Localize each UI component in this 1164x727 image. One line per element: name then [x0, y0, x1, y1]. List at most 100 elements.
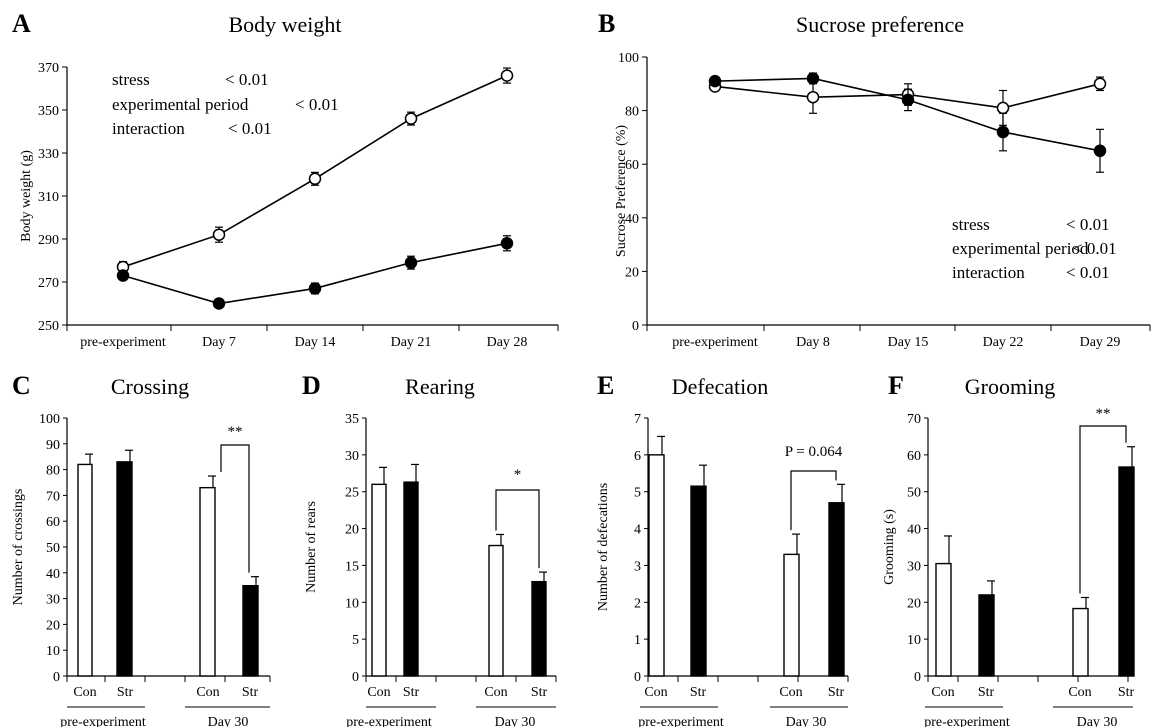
- data-point: [500, 69, 514, 82]
- x-tick-label: Str: [1118, 685, 1135, 700]
- data-point: [212, 228, 226, 241]
- group-label: pre-experiment: [638, 715, 724, 727]
- panel-f: F Grooming 0 10 20 30 40 50 60 70 Grooming (s) Con S…: [882, 371, 1135, 727]
- stat-value: < 0.01: [1066, 215, 1110, 234]
- x-tick-label: Con: [196, 685, 219, 700]
- y-tick-label: 350: [38, 104, 59, 119]
- data-point: [1093, 77, 1107, 91]
- stat-label: stress: [952, 215, 990, 234]
- x-tick-label: Con: [644, 685, 667, 700]
- y-tick-label: 0: [53, 670, 60, 685]
- data-point: [404, 112, 418, 125]
- x-tick-label: Day 28: [487, 335, 528, 350]
- x-tick-label: Day 8: [796, 335, 830, 350]
- y-tick-label: 100: [39, 412, 60, 427]
- data-point: [308, 172, 322, 186]
- x-tick-label: Con: [779, 685, 802, 700]
- y-axis-label: Sucrose Preference (%): [614, 125, 629, 257]
- y-tick-label: 15: [345, 559, 359, 574]
- y-tick-label: 60: [907, 449, 921, 464]
- bar: [116, 461, 133, 677]
- group-label: pre-experiment: [60, 715, 146, 727]
- chart-title: Sucrose preference: [796, 12, 964, 37]
- data-point: [996, 125, 1010, 139]
- y-tick-label: 20: [625, 265, 639, 280]
- y-tick-label: 10: [46, 644, 60, 659]
- y-axis-label: Grooming (s): [882, 509, 897, 585]
- y-tick-label: 100: [618, 51, 639, 66]
- data-point: [212, 297, 226, 310]
- chart-title: Crossing: [111, 374, 189, 399]
- group-label: Day 30: [208, 715, 249, 727]
- x-tick-label: Con: [931, 685, 954, 700]
- significance-bracket: [790, 470, 837, 531]
- bar: [199, 486, 216, 677]
- x-tick-label: pre-experiment: [80, 335, 166, 350]
- y-tick-label: 50: [907, 486, 921, 501]
- y-tick-label: 1: [634, 633, 641, 648]
- y-tick-label: 70: [907, 412, 921, 427]
- significance-bracket: [495, 489, 540, 569]
- y-tick-label: 310: [38, 190, 59, 205]
- data-point: [806, 72, 820, 85]
- x-tick-label: Day 15: [888, 335, 929, 350]
- significance-label: *: [514, 467, 522, 483]
- y-tick-label: 50: [46, 541, 60, 556]
- x-tick-label: Con: [1068, 685, 1091, 700]
- y-axis-label: Body weight (g): [19, 150, 34, 242]
- y-tick-label: 20: [907, 596, 921, 611]
- y-tick-label: 4: [634, 523, 641, 538]
- bar: [828, 502, 845, 677]
- x-tick-label: Day 7: [202, 335, 236, 350]
- y-tick-label: 2: [634, 596, 641, 611]
- y-tick-label: 30: [907, 559, 921, 574]
- y-axis-label: Number of rears: [304, 501, 319, 593]
- bar: [77, 463, 93, 677]
- y-tick-label: 10: [345, 596, 359, 611]
- chart-title: Body weight: [228, 12, 341, 37]
- x-tick-label: Day 21: [391, 335, 432, 350]
- y-axis-label: Number of defecations: [596, 483, 611, 611]
- bar: [531, 580, 547, 677]
- stat-value: < 0.01: [1073, 239, 1117, 258]
- y-tick-label: 40: [907, 523, 921, 538]
- data-point: [806, 90, 820, 104]
- bar: [371, 483, 387, 677]
- bar: [403, 481, 419, 677]
- y-tick-label: 5: [352, 633, 359, 648]
- panel-label: F: [888, 371, 904, 400]
- x-tick-label: Day 22: [983, 335, 1024, 350]
- panel-label: B: [598, 9, 615, 38]
- x-tick-label: Day 14: [295, 335, 336, 350]
- y-tick-label: 250: [38, 319, 59, 334]
- y-tick-label: 20: [345, 523, 359, 538]
- x-tick-label: Str: [117, 685, 134, 700]
- y-tick-label: 0: [352, 670, 359, 685]
- stat-value: < 0.01: [1066, 263, 1110, 282]
- panel-label: D: [302, 371, 321, 400]
- y-tick-label: 60: [625, 158, 639, 173]
- y-tick-label: 7: [634, 412, 641, 427]
- data-point: [1093, 144, 1107, 158]
- y-tick-label: 30: [46, 593, 60, 608]
- x-tick-label: Str: [403, 685, 420, 700]
- y-tick-label: 60: [46, 515, 60, 530]
- x-tick-label: Str: [690, 685, 707, 700]
- y-tick-label: 20: [46, 618, 60, 633]
- significance-bracket: [1079, 425, 1127, 594]
- group-label: Day 30: [495, 715, 536, 727]
- y-tick-label: 0: [914, 670, 921, 685]
- y-tick-label: 30: [345, 449, 359, 464]
- stat-label: stress: [112, 70, 150, 89]
- x-tick-label: Con: [484, 685, 507, 700]
- bar: [978, 594, 995, 677]
- panel-a: A Body weight 250 270 290 310 330 350 370 pre-exp…: [12, 9, 559, 350]
- x-tick-label: Str: [828, 685, 845, 700]
- y-tick-label: 0: [632, 319, 639, 334]
- data-point: [901, 93, 915, 107]
- panel-label: A: [12, 9, 31, 38]
- panel-label: C: [12, 371, 31, 400]
- bar: [935, 562, 952, 677]
- significance-label: **: [1096, 406, 1111, 422]
